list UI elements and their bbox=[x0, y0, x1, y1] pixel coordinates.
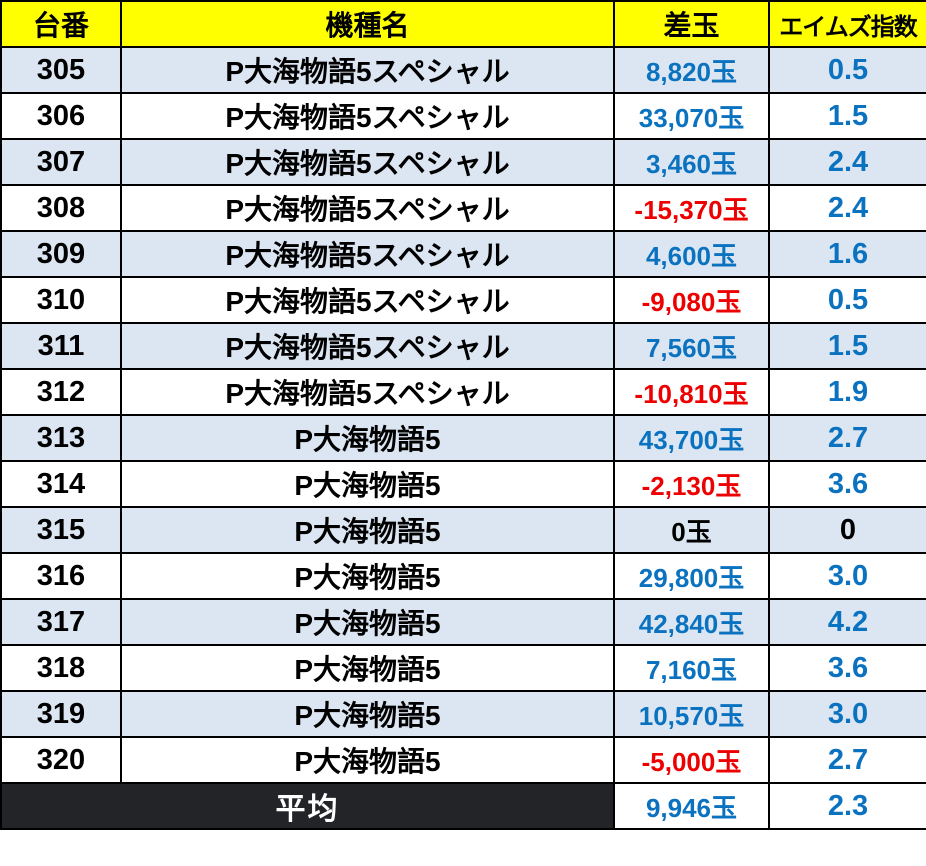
model-name-cell: P大海物語5 bbox=[120, 414, 615, 462]
aims-index-cell: 4.2 bbox=[768, 598, 926, 646]
machine-number-cell: 307 bbox=[0, 138, 122, 186]
model-name-cell: P大海物語5スペシャル bbox=[120, 92, 615, 140]
average-label-cell: 平均 bbox=[0, 782, 615, 830]
ball-diff-cell: -2,130玉 bbox=[613, 460, 770, 508]
machine-number-cell: 312 bbox=[0, 368, 122, 416]
machine-number-cell: 318 bbox=[0, 644, 122, 692]
model-name-cell: P大海物語5 bbox=[120, 736, 615, 784]
model-name-cell: P大海物語5スペシャル bbox=[120, 276, 615, 324]
ball-diff-cell: 4,600玉 bbox=[613, 230, 770, 278]
table-row: 317 P大海物語5 42,840玉 4.2 bbox=[0, 598, 926, 646]
header-row: 台番 機種名 差玉 エイムズ指数 bbox=[0, 0, 926, 48]
model-name-cell: P大海物語5スペシャル bbox=[120, 230, 615, 278]
table-row: 319 P大海物語5 10,570玉 3.0 bbox=[0, 690, 926, 738]
machine-number-cell: 314 bbox=[0, 460, 122, 508]
pachinko-results-table: 台番 機種名 差玉 エイムズ指数 305 P大海物語5スペシャル 8,820玉 … bbox=[0, 0, 926, 830]
ball-diff-cell: 0玉 bbox=[613, 506, 770, 554]
model-name-cell: P大海物語5スペシャル bbox=[120, 368, 615, 416]
model-name-cell: P大海物語5 bbox=[120, 552, 615, 600]
ball-diff-cell: 3,460玉 bbox=[613, 138, 770, 186]
aims-index-cell: 2.7 bbox=[768, 736, 926, 784]
machine-number-cell: 306 bbox=[0, 92, 122, 140]
machine-number-cell: 319 bbox=[0, 690, 122, 738]
column-header-machine-number: 台番 bbox=[0, 0, 122, 48]
table-row: 315 P大海物語5 0玉 0 bbox=[0, 506, 926, 554]
ball-diff-cell: 43,700玉 bbox=[613, 414, 770, 462]
ball-diff-cell: -15,370玉 bbox=[613, 184, 770, 232]
ball-diff-cell: 33,070玉 bbox=[613, 92, 770, 140]
ball-diff-cell: -10,810玉 bbox=[613, 368, 770, 416]
column-header-ball-diff: 差玉 bbox=[613, 0, 770, 48]
table-row: 312 P大海物語5スペシャル -10,810玉 1.9 bbox=[0, 368, 926, 416]
machine-number-cell: 317 bbox=[0, 598, 122, 646]
table-row: 305 P大海物語5スペシャル 8,820玉 0.5 bbox=[0, 46, 926, 94]
aims-index-cell: 2.4 bbox=[768, 138, 926, 186]
machine-number-cell: 311 bbox=[0, 322, 122, 370]
machine-number-cell: 309 bbox=[0, 230, 122, 278]
aims-index-cell: 2.7 bbox=[768, 414, 926, 462]
table-row: 318 P大海物語5 7,160玉 3.6 bbox=[0, 644, 926, 692]
ball-diff-cell: 29,800玉 bbox=[613, 552, 770, 600]
column-header-aims-index: エイムズ指数 bbox=[768, 0, 926, 48]
ball-diff-cell: -5,000玉 bbox=[613, 736, 770, 784]
machine-number-cell: 316 bbox=[0, 552, 122, 600]
table-row: 316 P大海物語5 29,800玉 3.0 bbox=[0, 552, 926, 600]
aims-index-cell: 3.6 bbox=[768, 460, 926, 508]
machine-number-cell: 310 bbox=[0, 276, 122, 324]
table-row: 311 P大海物語5スペシャル 7,560玉 1.5 bbox=[0, 322, 926, 370]
aims-index-cell: 0.5 bbox=[768, 46, 926, 94]
ball-diff-cell: -9,080玉 bbox=[613, 276, 770, 324]
table-row: 306 P大海物語5スペシャル 33,070玉 1.5 bbox=[0, 92, 926, 140]
table-row: 314 P大海物語5 -2,130玉 3.6 bbox=[0, 460, 926, 508]
aims-index-cell: 3.0 bbox=[768, 552, 926, 600]
ball-diff-cell: 7,560玉 bbox=[613, 322, 770, 370]
table-row: 313 P大海物語5 43,700玉 2.7 bbox=[0, 414, 926, 462]
aims-index-cell: 0 bbox=[768, 506, 926, 554]
aims-index-cell: 3.0 bbox=[768, 690, 926, 738]
ball-diff-cell: 10,570玉 bbox=[613, 690, 770, 738]
ball-diff-cell: 8,820玉 bbox=[613, 46, 770, 94]
aims-index-cell: 3.6 bbox=[768, 644, 926, 692]
machine-number-cell: 315 bbox=[0, 506, 122, 554]
ball-diff-cell: 7,160玉 bbox=[613, 644, 770, 692]
column-header-model-name: 機種名 bbox=[120, 0, 615, 48]
model-name-cell: P大海物語5 bbox=[120, 506, 615, 554]
average-row: 平均 9,946玉 2.3 bbox=[0, 782, 926, 830]
aims-index-cell: 1.6 bbox=[768, 230, 926, 278]
table-row: 307 P大海物語5スペシャル 3,460玉 2.4 bbox=[0, 138, 926, 186]
machine-number-cell: 313 bbox=[0, 414, 122, 462]
table-row: 310 P大海物語5スペシャル -9,080玉 0.5 bbox=[0, 276, 926, 324]
model-name-cell: P大海物語5 bbox=[120, 644, 615, 692]
aims-index-cell: 1.5 bbox=[768, 92, 926, 140]
average-aims-index-cell: 2.3 bbox=[768, 782, 926, 830]
table-row: 320 P大海物語5 -5,000玉 2.7 bbox=[0, 736, 926, 784]
machine-number-cell: 320 bbox=[0, 736, 122, 784]
model-name-cell: P大海物語5スペシャル bbox=[120, 138, 615, 186]
table-row: 309 P大海物語5スペシャル 4,600玉 1.6 bbox=[0, 230, 926, 278]
aims-index-cell: 2.4 bbox=[768, 184, 926, 232]
machine-number-cell: 308 bbox=[0, 184, 122, 232]
model-name-cell: P大海物語5 bbox=[120, 460, 615, 508]
aims-index-cell: 1.5 bbox=[768, 322, 926, 370]
aims-index-cell: 1.9 bbox=[768, 368, 926, 416]
table-row: 308 P大海物語5スペシャル -15,370玉 2.4 bbox=[0, 184, 926, 232]
aims-index-cell: 0.5 bbox=[768, 276, 926, 324]
ball-diff-cell: 42,840玉 bbox=[613, 598, 770, 646]
average-ball-diff-cell: 9,946玉 bbox=[613, 782, 770, 830]
model-name-cell: P大海物語5 bbox=[120, 598, 615, 646]
model-name-cell: P大海物語5スペシャル bbox=[120, 322, 615, 370]
machine-number-cell: 305 bbox=[0, 46, 122, 94]
model-name-cell: P大海物語5スペシャル bbox=[120, 184, 615, 232]
model-name-cell: P大海物語5スペシャル bbox=[120, 46, 615, 94]
model-name-cell: P大海物語5 bbox=[120, 690, 615, 738]
